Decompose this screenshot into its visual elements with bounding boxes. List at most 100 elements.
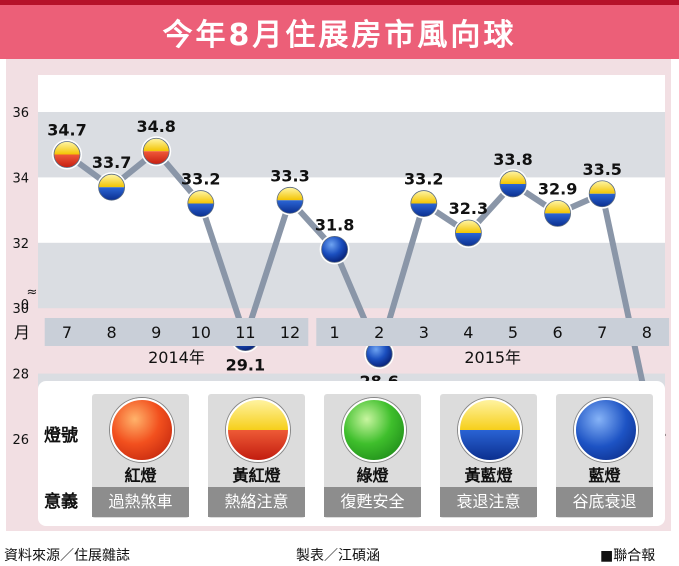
legend-meaning: 過熱煞車 (92, 487, 189, 517)
point-top-half (187, 190, 214, 204)
year-label: 2015年 (464, 348, 521, 367)
data-label: 34.7 (47, 121, 86, 140)
x-tick-label: 7 (62, 323, 72, 342)
chart-title: 今年8月住展房市風向球 (162, 18, 517, 53)
data-label: 33.2 (181, 170, 220, 189)
point-rim (53, 141, 81, 168)
point-top-half (98, 174, 125, 188)
point-top-half (455, 219, 482, 233)
axis-break-icon: ≈ (27, 285, 38, 300)
x-tick-label: 11 (235, 323, 255, 342)
point-top-half (500, 170, 526, 184)
x-tick-label: 1 (330, 323, 340, 342)
legend-meaning: 谷底衰退 (556, 487, 653, 517)
y-tick-label: 32 (12, 237, 29, 252)
data-label: 31.8 (315, 215, 354, 234)
point-bottom-half (277, 200, 303, 214)
x-tick-label: 9 (151, 323, 161, 342)
point-rim (321, 235, 349, 263)
x-tick-label: 3 (419, 323, 429, 342)
data-point (542, 198, 573, 229)
x-axis-band (44, 318, 309, 346)
point-bottom-half (410, 203, 437, 217)
y-tick-label: 0 (21, 298, 29, 313)
point-bottom-half (589, 193, 616, 207)
point-rim (588, 180, 616, 208)
point-bottom-half (187, 203, 214, 217)
data-point (364, 338, 395, 369)
x-tick-label: 6 (553, 323, 563, 342)
point-bottom-half (54, 154, 80, 168)
legend-card-yellow-red: 黃紅燈 熱絡注意 (208, 394, 305, 518)
data-point (453, 217, 484, 248)
point-top-half (589, 180, 616, 194)
yellow-red-light-icon (226, 398, 290, 462)
point-top-half (410, 190, 437, 204)
data-point (52, 139, 82, 170)
legend-card-yellow-blue: 黃藍燈 衰退注意 (440, 394, 537, 518)
data-label: 34.8 (136, 117, 175, 136)
legend-name: 綠燈 (356, 466, 389, 485)
x-tick-label: 5 (508, 323, 518, 342)
data-label: 32.3 (449, 199, 488, 218)
point-rim (187, 190, 215, 217)
data-point (96, 172, 127, 203)
point-top-half (277, 187, 303, 201)
legend-name: 藍燈 (588, 466, 621, 485)
data-point (141, 136, 172, 167)
data-label: 32.9 (538, 179, 577, 198)
y-tick-label: 28 (12, 368, 29, 383)
data-label: 29.1 (226, 356, 265, 375)
x-tick-label: 8 (642, 323, 652, 342)
footer-author: 製表／江碩涵 (296, 548, 380, 564)
yellow-blue-light-icon (458, 398, 522, 462)
grid-band (38, 112, 665, 178)
x-axis-label: 月 (14, 323, 30, 342)
point-bottom-half (455, 232, 482, 246)
point-rim (499, 170, 527, 198)
point-bottom-half (98, 187, 125, 201)
legend-name: 黃紅燈 (232, 466, 281, 485)
data-point (408, 188, 439, 219)
point-rim (410, 190, 438, 217)
data-label: 33.3 (270, 166, 309, 185)
point-top-half (544, 200, 571, 214)
x-tick-label: 10 (191, 323, 211, 342)
x-tick-label: 8 (107, 323, 117, 342)
legend-meaning: 復甦安全 (324, 487, 421, 517)
point-bottom-half (544, 213, 571, 227)
point-top-half (143, 138, 170, 152)
legend-row-label-meaning: 意義 (44, 492, 78, 512)
axis-layer: 0 26 28 30 32 34 36 ≈ (12, 106, 37, 448)
data-point (185, 188, 216, 219)
legend-name: 紅燈 (124, 466, 157, 485)
legend-meaning: 衰退注意 (440, 487, 537, 517)
legend-meaning: 熱絡注意 (208, 487, 305, 517)
x-axis-band (316, 318, 670, 346)
title-band: 今年8月住展房市風向球 (0, 5, 679, 59)
data-label: 33.7 (92, 153, 131, 172)
year-label: 2014年 (148, 348, 205, 367)
data-label: 33.8 (493, 150, 532, 169)
legend-row-label-lights: 燈號 (44, 426, 78, 446)
y-tick-label: 34 (12, 171, 29, 186)
point-bottom-half (143, 151, 170, 165)
data-point (587, 178, 618, 209)
point-ball (321, 236, 348, 263)
point-rim (142, 137, 170, 165)
data-label: 33.5 (582, 160, 621, 179)
point-rim (98, 173, 125, 201)
plot-bands (38, 75, 665, 439)
data-point (275, 185, 305, 216)
data-point (319, 234, 350, 265)
x-tick-label: 7 (597, 323, 607, 342)
x-tick-label: 12 (280, 323, 300, 342)
footer-brand: ■聯合報 (600, 548, 656, 564)
green-light-icon (342, 398, 406, 462)
blue-light-icon (574, 398, 638, 462)
y-tick-label: 36 (12, 106, 29, 121)
y-tick-label: 30 (12, 302, 29, 317)
point-rim (454, 219, 482, 247)
point-rim (276, 186, 304, 214)
